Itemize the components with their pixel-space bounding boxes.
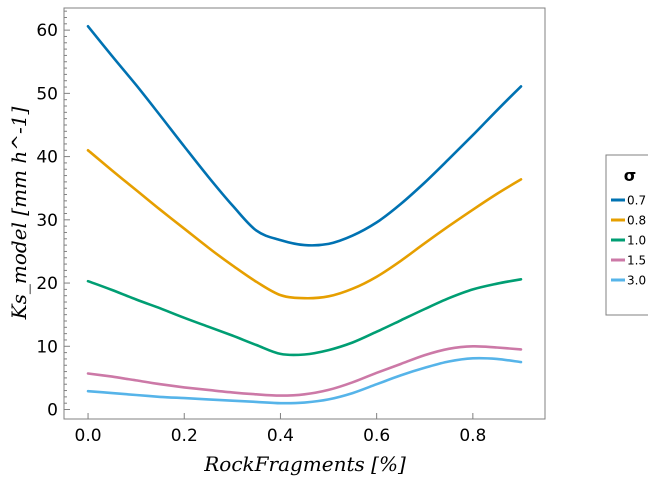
y-tick-label: 30 [36, 211, 58, 231]
y-tick-label: 10 [36, 337, 58, 357]
series-lines [86, 25, 523, 405]
series-line-3.0 [86, 356, 523, 405]
x-tick-label: 0.4 [267, 426, 294, 446]
legend-label: 1.5 [627, 254, 646, 268]
y-tick-label: 60 [36, 21, 58, 41]
series-line-0.8 [86, 149, 523, 300]
major-ticks [64, 29, 474, 419]
x-tick-label: 0.8 [459, 426, 486, 446]
y-tick-label: 0 [47, 401, 58, 421]
legend-label: 3.0 [627, 274, 646, 288]
x-tick-label: 0.2 [171, 426, 198, 446]
minor-y-ticks [64, 10, 67, 404]
x-tick-labels: 0.0 0.2 0.4 0.6 0.8 [75, 426, 487, 446]
y-tick-label: 40 [36, 148, 58, 168]
legend-box [605, 154, 648, 316]
y-tick-label: 20 [36, 274, 58, 294]
y-axis-title: Ks_model [mm h^-1] [7, 106, 31, 320]
plot-frame [63, 7, 546, 420]
legend-label: 0.8 [627, 214, 646, 228]
series-line-1.5 [86, 344, 523, 397]
legend-title: σ [624, 166, 636, 185]
x-tick-label: 0.6 [363, 426, 390, 446]
y-tick-label: 50 [36, 84, 58, 104]
legend-label: 0.7 [627, 194, 646, 208]
series-line-0.7 [86, 25, 523, 247]
x-axis-title: RockFragments [%] [203, 452, 406, 476]
series-line-1.0 [86, 278, 523, 357]
legend-entries: 0.7 0.8 1.0 1.5 3.0 [611, 194, 646, 288]
x-tick-label: 0.0 [75, 426, 102, 446]
legend: σ 0.7 0.8 1.0 1.5 3.0 [605, 154, 648, 316]
legend-label: 1.0 [627, 234, 646, 248]
y-tick-labels: 0 10 20 30 40 50 60 [36, 21, 58, 420]
